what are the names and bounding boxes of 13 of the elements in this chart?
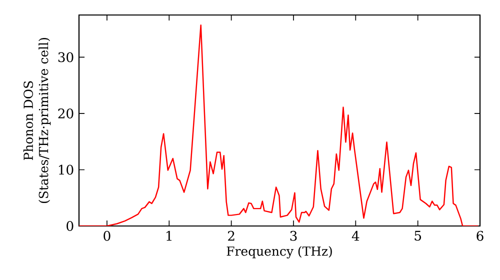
x-tick-label: 0 <box>104 230 110 241</box>
x-tick-label: 2 <box>228 230 234 241</box>
x-tick-label: 3 <box>290 230 297 241</box>
y-tick-label: 30 <box>58 52 74 62</box>
y-axis-title: Phonon DOS (States/THz·primitive cell) <box>23 38 51 203</box>
x-tick-label: 6 <box>476 230 484 241</box>
y-tick-label: 20 <box>58 108 74 118</box>
y-tick-label: 10 <box>58 164 74 175</box>
y-tick-label: 0 <box>66 221 74 231</box>
x-tick-label: 4 <box>352 230 360 241</box>
x-axis-title: Frequency (THz) <box>226 246 332 258</box>
x-tick-label: 1 <box>166 230 172 241</box>
x-tick-label: 5 <box>414 230 422 241</box>
